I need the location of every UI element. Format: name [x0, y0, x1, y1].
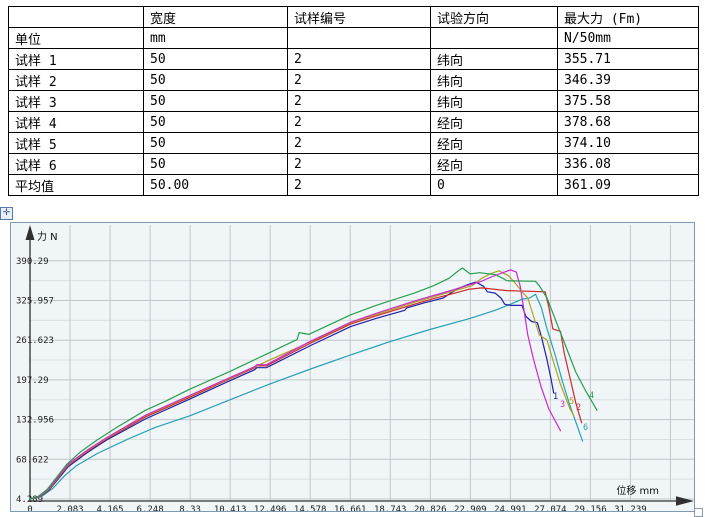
table-cell: 336.08	[557, 153, 699, 175]
x-tick-label: 4.165	[97, 505, 124, 511]
y-axis-title: 力 N	[37, 230, 58, 243]
x-tick-label: 18.743	[374, 505, 407, 511]
x-tick-label: 22.909	[454, 505, 487, 511]
column-header: 宽度	[143, 6, 288, 28]
curve-label-3: 3	[560, 400, 565, 410]
table-row: 试样 3 50 2 纬向 375.58	[8, 90, 699, 112]
table-cell: 2	[287, 69, 431, 91]
table-cell: 2	[287, 48, 431, 70]
table-cell: 2	[287, 90, 431, 112]
curve-5	[29, 270, 575, 500]
table-row: 试样 6 50 2 经向 336.08	[8, 153, 699, 175]
table-cell: 0	[430, 174, 558, 196]
table-cell: 374.10	[557, 132, 699, 154]
table-row: 平均值 50.00 2 0 361.09	[8, 174, 699, 196]
y-axis-arrow-icon	[25, 225, 35, 240]
chart-canvas: 390.29 325.957 261.623 197.29 132.956 68.622 4…	[16, 225, 694, 511]
x-tick-label: 20.826	[414, 505, 447, 511]
curve-label-4: 4	[589, 391, 594, 401]
curve-label-1: 1	[553, 392, 558, 402]
column-header: 试验方向	[430, 6, 558, 28]
table-cell: 355.71	[557, 48, 699, 70]
table-row: 试样 4 50 2 经向 378.68	[8, 111, 699, 133]
x-tick-label: 6.248	[137, 505, 164, 511]
table-cell: 纬向	[430, 69, 558, 91]
row-label: 试样 6	[8, 153, 144, 175]
table-row: 单位 mm N/50mm	[8, 27, 699, 49]
table-cell: mm	[143, 27, 288, 49]
x-tick-label: 24.991	[494, 505, 527, 511]
curve-3	[29, 269, 562, 500]
x-tick-label: 2.083	[56, 505, 83, 511]
y-tick-label: 68.622	[16, 455, 49, 465]
curve-4	[29, 267, 598, 500]
table-row: 试样 5 50 2 经向 374.10	[8, 132, 699, 154]
table-cell: 经向	[430, 111, 558, 133]
table-cell: 378.68	[557, 111, 699, 133]
row-label: 平均值	[8, 174, 144, 196]
x-tick-label: 0	[27, 505, 32, 511]
table-cell: N/50mm	[557, 27, 699, 49]
table-cell: 经向	[430, 132, 558, 154]
table-cell: 375.58	[557, 90, 699, 112]
row-label: 单位	[8, 27, 144, 49]
x-tick-label: 8.33	[179, 505, 201, 511]
x-axis-arrow-icon	[676, 496, 694, 506]
results-table-container: 宽度 试样编号 试验方向 最大力 (Fm) 单位 mm N/50mm 试样 1 50 2 纬向 355…	[8, 6, 699, 196]
table-cell: 纬向	[430, 48, 558, 70]
x-tick-label: 27.074	[534, 505, 567, 511]
curve-label-2: 2	[576, 403, 581, 413]
table-row: 试样 1 50 2 纬向 355.71	[8, 48, 699, 70]
x-axis-title: 位移 mm	[616, 484, 659, 497]
curve-label-5: 5	[569, 397, 574, 407]
table-cell: 纬向	[430, 90, 558, 112]
x-tick-label: 14.578	[294, 505, 327, 511]
row-label: 试样 1	[8, 48, 144, 70]
table-header-row: 宽度 试样编号 试验方向 最大力 (Fm)	[8, 6, 699, 28]
results-table: 宽度 试样编号 试验方向 最大力 (Fm) 单位 mm N/50mm 试样 1 50 2 纬向 355…	[8, 6, 699, 196]
table-cell: 50	[143, 111, 288, 133]
x-tick-label: 12.496	[254, 505, 287, 511]
row-label: 试样 3	[8, 90, 144, 112]
table-cell: 2	[287, 111, 431, 133]
y-tick-label: 4.289	[16, 495, 43, 505]
y-tick-label: 390.29	[16, 257, 49, 267]
row-label: 试样 4	[8, 111, 144, 133]
chart-resize-handle[interactable]	[694, 508, 703, 517]
table-cell: 50	[143, 69, 288, 91]
table-row: 试样 2 50 2 纬向 346.39	[8, 69, 699, 91]
chart-move-handle-icon[interactable]: ✛	[0, 207, 13, 220]
y-tick-label: 325.957	[16, 297, 54, 307]
row-label: 试样 5	[8, 132, 144, 154]
row-label: 试样 2	[8, 69, 144, 91]
table-cell: 50	[143, 153, 288, 175]
curve-label-6: 6	[583, 423, 588, 433]
y-tick-label: 132.956	[16, 416, 54, 426]
table-cell	[287, 27, 431, 49]
table-cell: 2	[287, 153, 431, 175]
table-cell: 2	[287, 132, 431, 154]
x-tick-label: 29.156	[574, 505, 607, 511]
table-cell: 361.09	[557, 174, 699, 196]
column-header: 最大力 (Fm)	[557, 6, 699, 28]
curve-2	[29, 287, 583, 500]
table-cell: 50.00	[143, 174, 288, 196]
x-tick-label: 16.661	[334, 505, 367, 511]
table-cell: 50	[143, 48, 288, 70]
x-tick-label: 10.413	[214, 505, 247, 511]
table-cell: 346.39	[557, 69, 699, 91]
table-cell: 2	[287, 174, 431, 196]
column-header	[8, 6, 144, 28]
table-cell: 经向	[430, 153, 558, 175]
y-tick-label: 261.623	[16, 336, 54, 346]
curve-1	[29, 281, 555, 500]
x-tick-label: 31.239	[614, 505, 647, 511]
force-displacement-chart: 390.29 325.957 261.623 197.29 132.956 68.622 4…	[10, 222, 695, 512]
column-header: 试样编号	[287, 6, 431, 28]
y-tick-label: 197.29	[16, 376, 49, 386]
table-cell	[430, 27, 558, 49]
curve-6	[29, 293, 584, 500]
table-cell: 50	[143, 90, 288, 112]
table-cell: 50	[143, 132, 288, 154]
